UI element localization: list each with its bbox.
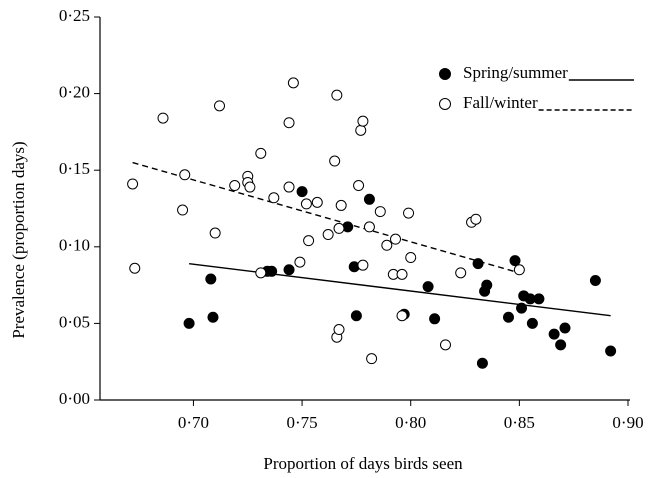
point [403,207,415,219]
point [476,357,488,369]
point [353,180,365,192]
point [516,302,528,314]
point [207,311,219,323]
point [396,310,408,322]
point [363,221,375,233]
point [605,345,617,357]
point [439,339,451,351]
point [374,206,386,218]
point [509,255,521,267]
point [322,229,334,241]
point [390,233,402,245]
legend-marker [439,98,451,110]
point [533,293,545,305]
point [283,181,295,193]
x-axis-title: Proportion of days birds seen [263,454,463,473]
y-tick-label: 0·20 [59,83,90,102]
point [548,328,560,340]
point [555,339,567,351]
point [283,117,295,129]
x-tick-label: 0·90 [612,413,643,432]
point [357,259,369,271]
point [333,222,345,234]
point [381,239,393,251]
point [559,322,571,334]
point [350,310,362,322]
point [303,235,315,247]
point [179,169,191,181]
point [283,264,295,276]
point [455,267,467,279]
point [502,311,514,323]
point [209,227,221,239]
point [205,273,217,285]
point [429,313,441,325]
point [229,180,241,192]
point [355,124,367,136]
legend-label: Fall/winter [463,93,538,112]
point [405,252,417,264]
trend-line [132,161,520,274]
point [287,77,299,89]
point [311,196,323,208]
point [357,115,369,127]
point [255,147,267,159]
point [244,181,256,193]
point [589,275,601,287]
point [331,89,343,101]
point [396,268,408,280]
point [266,265,278,277]
point [296,186,308,198]
point [268,192,280,204]
y-tick-label: 0·25 [59,6,90,25]
point [300,198,312,210]
point [294,256,306,268]
point [177,204,189,216]
point [333,324,345,336]
point [329,155,341,167]
y-tick-label: 0·05 [59,312,90,331]
point [481,279,493,291]
point [214,100,226,112]
point [183,317,195,329]
x-tick-label: 0·75 [286,413,317,432]
x-tick-label: 0·80 [395,413,426,432]
point [255,267,267,279]
y-tick-label: 0·00 [59,389,90,408]
point [513,264,525,276]
point [366,353,378,365]
point [335,199,347,211]
y-tick-label: 0·10 [59,236,90,255]
legend-marker [439,68,451,80]
legend-label: Spring/summer [463,63,568,82]
point [363,193,375,205]
x-tick-label: 0·85 [504,413,535,432]
point [129,262,141,274]
point [526,317,538,329]
point [127,178,139,190]
point [470,213,482,225]
y-tick-label: 0·15 [59,159,90,178]
x-tick-label: 0·70 [178,413,209,432]
point [422,281,434,293]
y-axis-title: Prevalence (proportion days) [9,141,28,338]
point [157,112,169,124]
